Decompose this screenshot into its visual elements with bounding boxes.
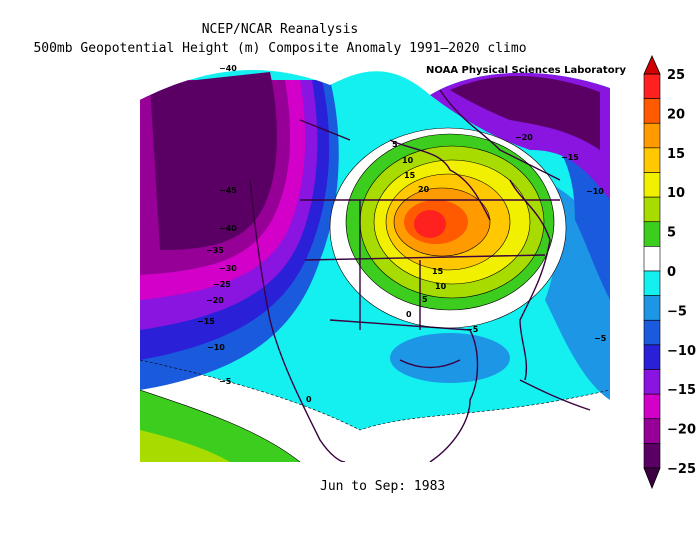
- colorbar-tick-label: 20: [667, 107, 685, 122]
- colorbar-bottom-arrow: [643, 467, 661, 490]
- svg-text:−25: −25: [213, 280, 231, 289]
- colorbar-box: [643, 344, 661, 370]
- colorbar-box: [643, 393, 661, 420]
- colorbar-box: [643, 246, 661, 272]
- svg-text:15: 15: [404, 171, 416, 180]
- colorbar-box: [643, 73, 661, 99]
- colorbar-tick-label: 15: [667, 147, 685, 162]
- svg-text:20: 20: [418, 185, 430, 194]
- contour-labels: −40 −45 −40 −35 −30 −25 −20 −15 −10 −5 −…: [197, 64, 607, 404]
- field-neg-gulf: [390, 333, 510, 383]
- colorbar-tick-label: −20: [667, 423, 696, 438]
- colorbar-tick-label: 5: [667, 226, 676, 241]
- field-neg-west-6: [150, 72, 277, 250]
- svg-text:−20: −20: [206, 296, 224, 305]
- colorbar-boxes: [643, 73, 661, 469]
- chart-title: NCEP/NCAR Reanalysis: [201, 22, 359, 37]
- colorbar-box: [643, 172, 661, 198]
- coastlines: [249, 89, 591, 463]
- colorbar-tick-label: 0: [667, 265, 676, 280]
- svg-text:5: 5: [392, 140, 398, 149]
- field-neg-ne-inner: [450, 76, 600, 150]
- colorbar-tick-labels: 25 20 15 10 5 0 −5 −10 −15 −20 −25: [667, 68, 696, 477]
- colorbar-box: [643, 196, 661, 223]
- colorbar-tick-label: −25: [667, 462, 696, 477]
- contour-label-zero: 0 0: [306, 310, 412, 404]
- colorbar-top-arrow: [643, 55, 661, 75]
- colorbar-box: [643, 221, 661, 247]
- colorbar-tick-label: −15: [667, 383, 696, 398]
- svg-text:15: 15: [432, 267, 444, 276]
- period-label: Jun to Sep: 1983: [320, 479, 446, 494]
- colorbar-tick-label: 25: [667, 68, 685, 83]
- contour-label-neg-west: −40 −45 −40 −35 −30 −25 −20 −15 −10 −5: [197, 64, 237, 386]
- svg-text:5: 5: [422, 295, 428, 304]
- svg-text:−40: −40: [219, 64, 237, 73]
- colorbar-box: [643, 122, 661, 149]
- svg-text:−40: −40: [219, 224, 237, 233]
- svg-text:−15: −15: [561, 153, 579, 162]
- contour-lines: [140, 127, 610, 463]
- credit-label: NOAA Physical Sciences Laboratory: [426, 65, 627, 76]
- colorbar-box: [643, 319, 661, 346]
- colorbar-box: [643, 270, 661, 296]
- svg-text:10: 10: [435, 282, 447, 291]
- svg-text:−45: −45: [219, 186, 237, 195]
- colorbar-box: [643, 295, 661, 321]
- contour-label-neg-east: −20 −15 −10 −5 −5: [466, 133, 607, 343]
- field-pos-7: [414, 210, 446, 238]
- svg-text:−20: −20: [515, 133, 533, 142]
- field-neg-east-inner: [560, 150, 610, 300]
- svg-text:−10: −10: [207, 343, 225, 352]
- colorbar-tick-label: −10: [667, 344, 696, 359]
- svg-text:10: 10: [402, 156, 414, 165]
- svg-text:−5: −5: [594, 334, 607, 343]
- colorbar-box: [643, 147, 661, 173]
- colorbar-box: [643, 443, 661, 469]
- svg-text:−35: −35: [206, 246, 224, 255]
- contour-label-pos: 5 10 15 20 15 10 5: [392, 140, 447, 304]
- colorbar-box: [643, 98, 661, 124]
- svg-text:−5: −5: [219, 377, 232, 386]
- svg-text:−5: −5: [466, 325, 479, 334]
- chart-subtitle: 500mb Geopotential Height (m) Composite …: [33, 41, 527, 56]
- colorbar-tick-label: −5: [667, 304, 687, 319]
- colorbar-box: [643, 418, 661, 444]
- svg-text:0: 0: [306, 395, 312, 404]
- svg-text:−15: −15: [197, 317, 215, 326]
- svg-text:−10: −10: [586, 187, 604, 196]
- colorbar-box: [643, 369, 661, 395]
- svg-text:−30: −30: [219, 264, 237, 273]
- svg-text:0: 0: [406, 310, 412, 319]
- field-pos-southwest-inner: [140, 430, 230, 462]
- colorbar-tick-label: 10: [667, 186, 685, 201]
